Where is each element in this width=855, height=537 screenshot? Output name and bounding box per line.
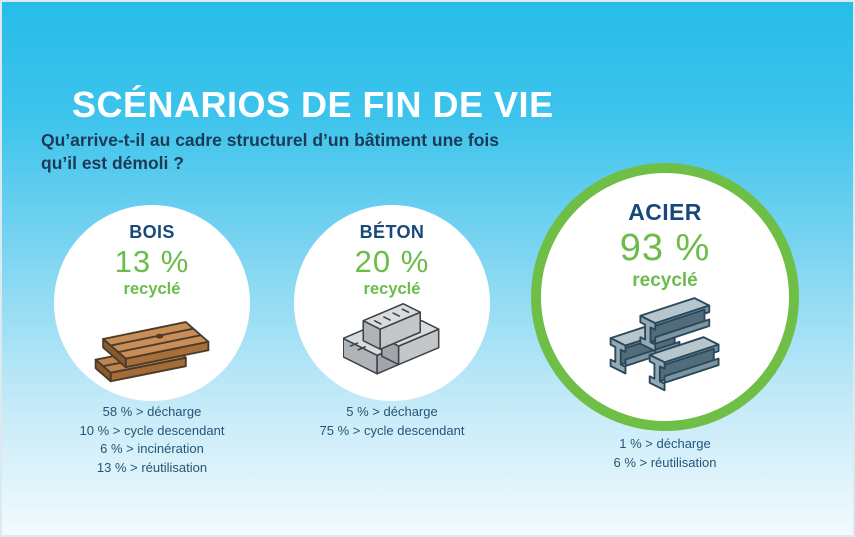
- recycled-percent: 93 %: [619, 227, 711, 269]
- material-name: ACIER: [628, 199, 702, 225]
- concrete-blocks-icon: [342, 302, 439, 375]
- recycled-percent: 20 %: [354, 244, 430, 279]
- material-circle-beton: BÉTON 20 % recyclé: [294, 205, 490, 401]
- breakdown-list-bois: 58 % > décharge 10 % > cycle descendant …: [32, 403, 272, 477]
- material-circle-acier: ACIER 93 % recyclé: [531, 163, 799, 431]
- recycled-label: recyclé: [123, 279, 181, 298]
- breakdown-item: 6 % > réutilisation: [613, 454, 717, 470]
- material-name: BOIS: [129, 222, 175, 242]
- breakdown-list-acier: 1 % > décharge 6 % > réutilisation: [545, 435, 785, 472]
- breakdown-list-beton: 5 % > décharge 75 % > cycle descendant: [272, 403, 512, 440]
- material-name: BÉTON: [359, 222, 425, 242]
- wood-planks-icon: [94, 320, 210, 382]
- material-circle-bois: BOIS 13 % recyclé: [54, 205, 250, 401]
- recycled-label: recyclé: [632, 269, 698, 291]
- material-circle-content: ACIER 93 % recyclé: [541, 173, 789, 396]
- page-subtitle: Qu’arrive-t-il au cadre structurel d’un …: [41, 130, 499, 173]
- material-circle-content: BÉTON 20 % recyclé: [294, 205, 490, 380]
- breakdown-item: 6 % > incinération: [100, 441, 204, 457]
- breakdown-item: 10 % > cycle descendant: [79, 422, 225, 438]
- recycled-label: recyclé: [363, 279, 421, 298]
- breakdown-item: 75 % > cycle descendant: [319, 422, 465, 438]
- breakdown-item: 13 % > réutilisation: [96, 459, 208, 475]
- page-title: SCÉNARIOS DE FIN DE VIE: [72, 84, 554, 125]
- breakdown-item: 5 % > décharge: [346, 404, 438, 419]
- material-circle-content: BOIS 13 % recyclé: [54, 205, 250, 386]
- breakdown-item: 58 % > décharge: [102, 404, 202, 419]
- steel-beams-icon: [609, 297, 719, 392]
- recycled-percent: 13 %: [114, 244, 190, 279]
- breakdown-item: 1 % > décharge: [619, 436, 711, 451]
